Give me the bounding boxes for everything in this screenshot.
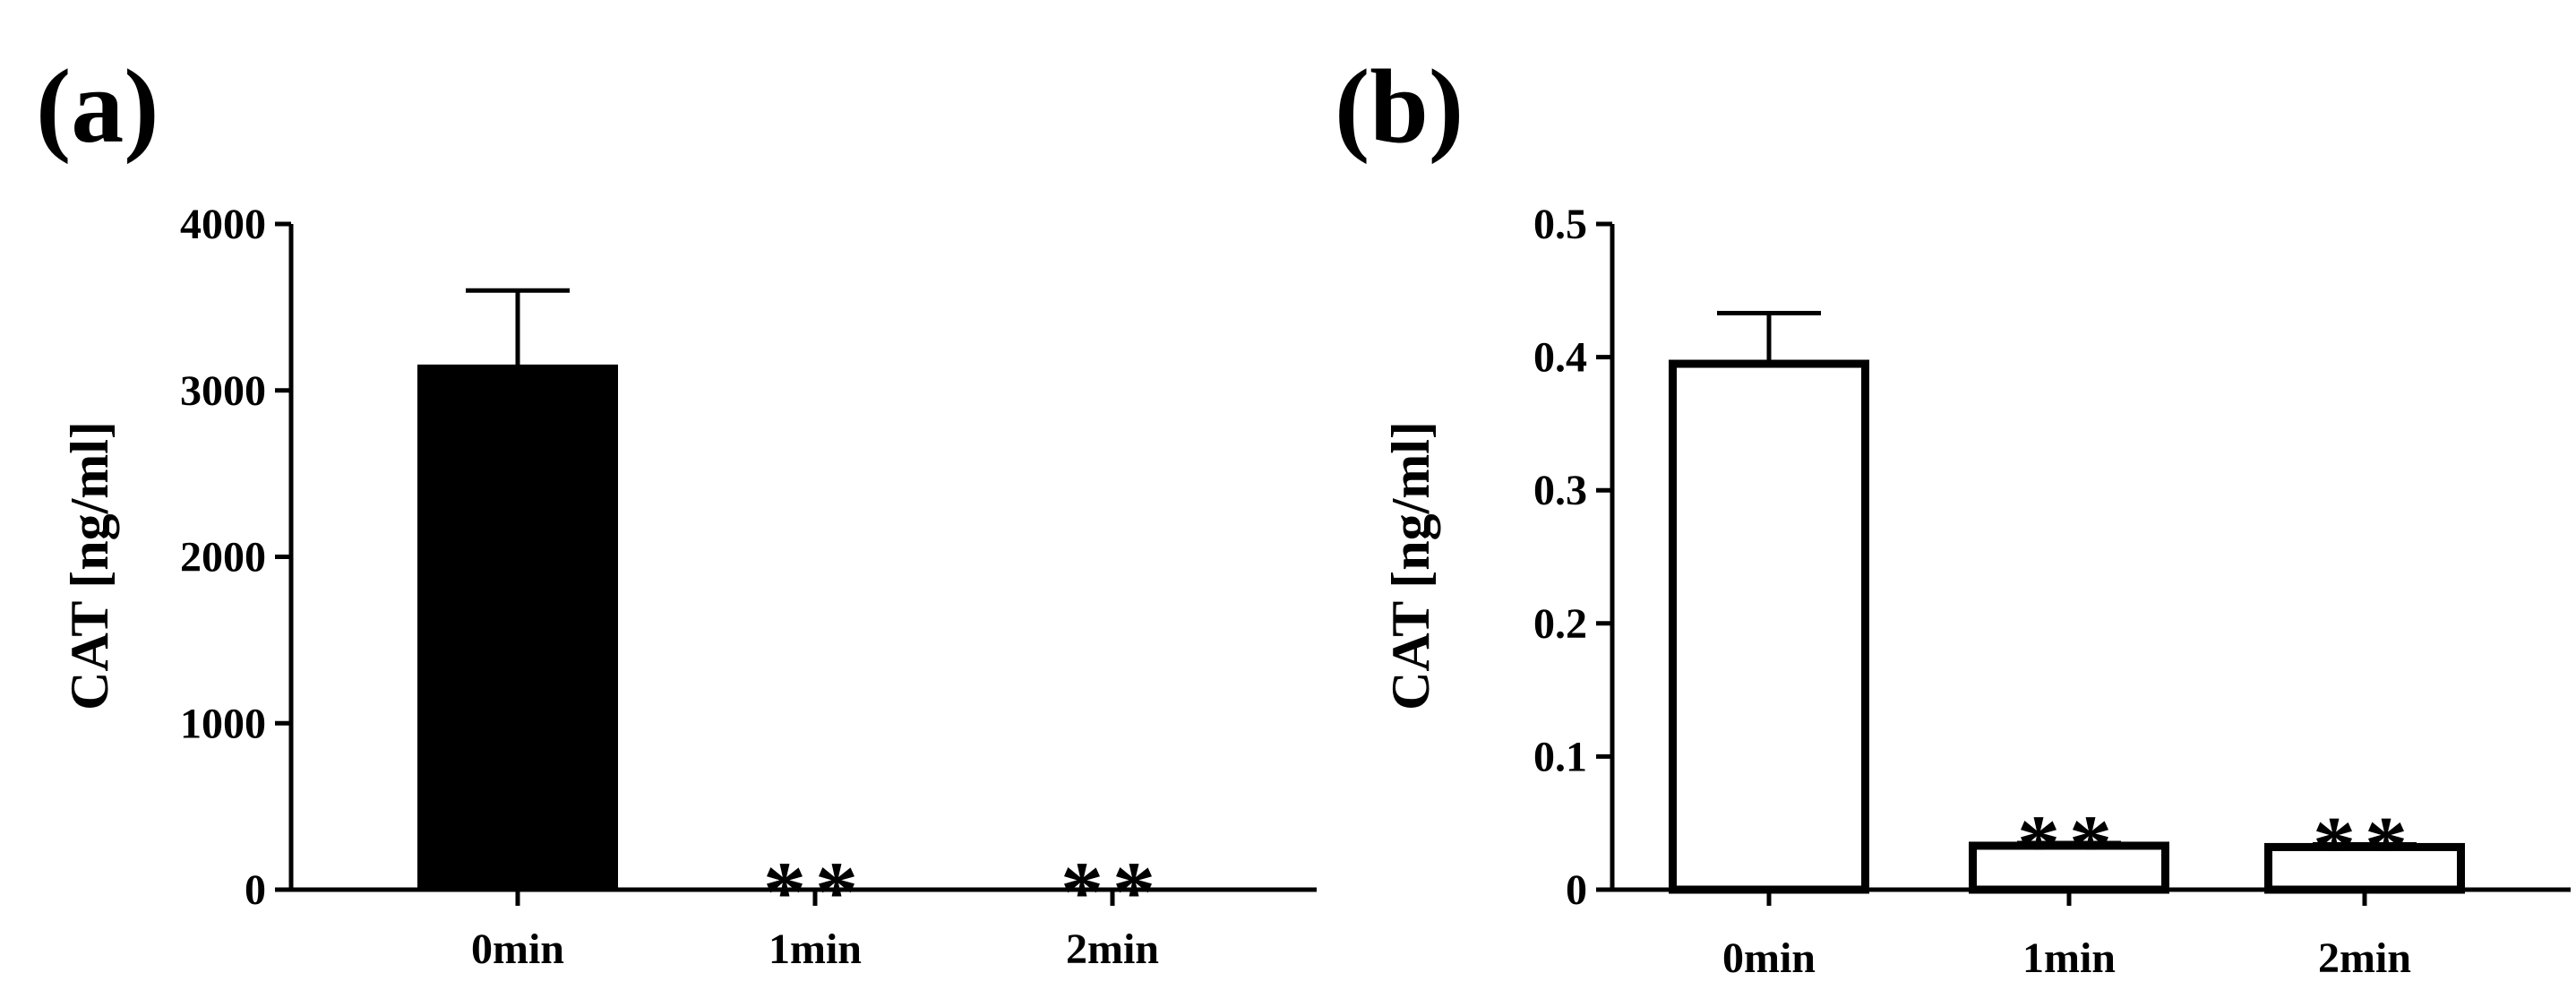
y-tick-label: 0.3 — [1533, 467, 1587, 514]
x-tick-label-0min: 0min — [471, 925, 564, 973]
x-tick-label-1min: 1min — [769, 925, 862, 973]
y-tick-label: 1000 — [180, 700, 266, 747]
bar-0min — [417, 364, 618, 891]
bar-0min — [1669, 359, 1869, 894]
bar-1min — [1969, 841, 2169, 894]
x-tick-label-2min: 2min — [1066, 925, 1159, 973]
y-tick-label: 0 — [1566, 866, 1587, 914]
y-tick-label: 0 — [245, 866, 266, 914]
significance-marker-1min: ** — [2017, 797, 2121, 893]
y-tick-label: 0.5 — [1533, 201, 1587, 248]
y-tick-label: 0.2 — [1533, 600, 1587, 648]
panel-a-label: (a) — [36, 47, 159, 165]
x-tick-label-2min: 2min — [2318, 934, 2411, 982]
y-axis-title: CAT [ng/ml] — [60, 421, 119, 710]
panel-b-label: (b) — [1335, 47, 1464, 165]
significance-marker-2min: ** — [2313, 798, 2417, 894]
y-tick-label: 2000 — [180, 534, 266, 581]
y-tick-label: 4000 — [180, 201, 266, 248]
significance-marker-1min: ** — [763, 844, 867, 940]
y-axis-title: CAT [ng/ml] — [1381, 421, 1440, 710]
significance-marker-2min: ** — [1060, 844, 1164, 940]
x-tick-label-0min: 0min — [1722, 934, 1816, 982]
x-tick-label-1min: 1min — [2022, 934, 2116, 982]
y-tick-label: 3000 — [180, 367, 266, 415]
y-tick-label: 0.4 — [1533, 334, 1587, 382]
y-tick-label: 0.1 — [1533, 733, 1587, 780]
chart-b: 0 0.1 0.2 0.3 0.4 0.5 CAT [ng/ml] 0min 1min ** 2mi… — [1381, 201, 2571, 982]
